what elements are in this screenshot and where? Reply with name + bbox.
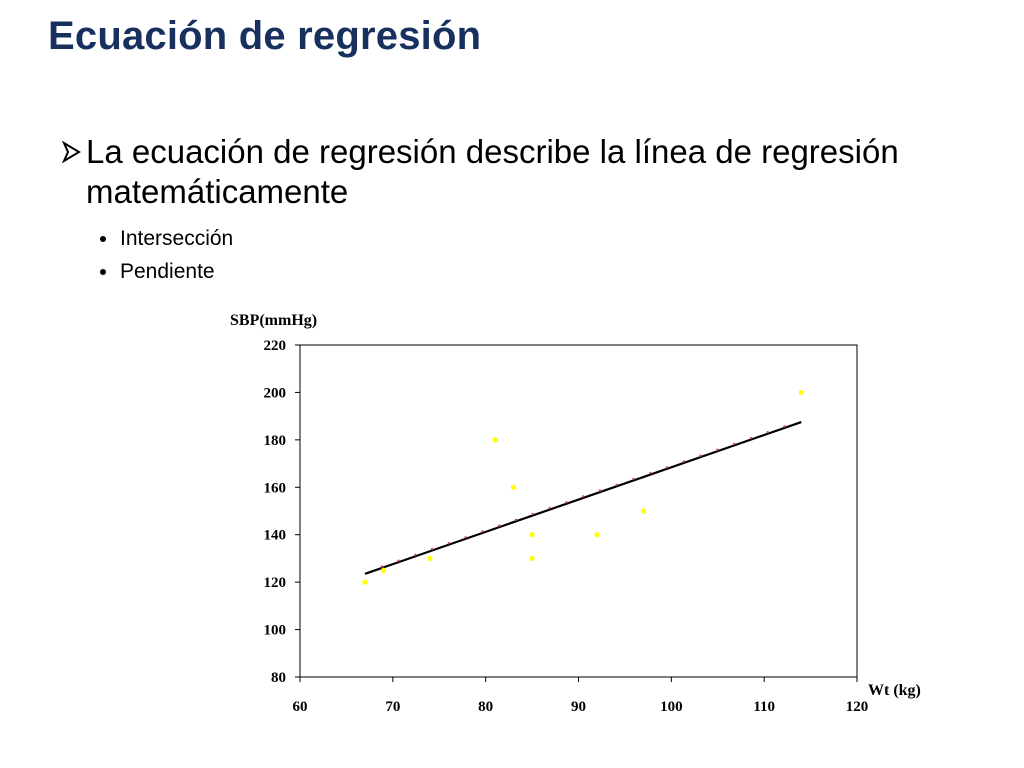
regression-line-marker: [565, 501, 568, 504]
x-axis-label: Wt (kg): [868, 682, 921, 699]
regression-line-marker: [682, 460, 686, 463]
regression-line: [364, 421, 802, 575]
regression-line-marker: [514, 518, 518, 522]
plot-area: [299, 344, 858, 678]
slide-title: Ecuación de regresión: [48, 14, 482, 58]
y-tick-label: 80: [271, 670, 286, 686]
regression-line-marker: [430, 547, 434, 551]
y-tick-label: 100: [264, 623, 287, 639]
data-point: [529, 532, 535, 538]
x-tick-label: 60: [293, 699, 308, 715]
data-points: [362, 389, 804, 585]
regression-line-marker: [598, 489, 602, 492]
y-tick-label: 180: [264, 433, 287, 449]
data-point: [510, 484, 517, 490]
regression-line-marker: [581, 495, 585, 498]
regression-line-group: [364, 421, 802, 575]
data-point: [529, 555, 535, 562]
regression-line-marker: [615, 483, 618, 486]
sub-bullet-item: Intersección: [100, 222, 233, 255]
regression-line-marker: [397, 559, 400, 562]
x-tick-label: 80: [478, 699, 493, 715]
x-tick-label: 90: [571, 699, 586, 715]
y-axis-label: SBP(mmHg): [230, 312, 317, 329]
regression-line-marker: [649, 471, 652, 475]
regression-line-marker: [665, 466, 669, 469]
regression-line-marker: [414, 553, 417, 557]
y-tick-label: 120: [264, 575, 287, 591]
data-point: [640, 508, 647, 514]
regression-line-marker: [531, 512, 534, 516]
regression-line-marker: [447, 541, 451, 545]
main-bullet-text: La ecuación de regresión describe la lín…: [86, 133, 899, 210]
data-point: [427, 555, 433, 562]
regression-line-marker: [464, 536, 467, 539]
x-tick-labels: 60 70 80 90 100 110 120: [293, 677, 869, 715]
y-tick-label: 160: [264, 480, 287, 496]
bullet-dot-icon: [100, 235, 106, 242]
y-tick-label: 220: [264, 338, 287, 354]
data-point: [362, 579, 368, 585]
x-tick-label: 70: [385, 699, 400, 715]
arrow-bullet-icon: [62, 132, 86, 172]
regression-line-marker: [716, 448, 719, 451]
sub-bullet-intersection: Intersección: [120, 227, 234, 250]
sub-bullet-item: Pendiente: [100, 255, 233, 288]
data-point: [492, 437, 498, 443]
sub-bullet-slope: Pendiente: [120, 260, 215, 283]
main-bullet: La ecuación de regresión describe la lín…: [62, 132, 962, 212]
data-point: [594, 532, 600, 538]
regression-line-marker: [783, 425, 786, 428]
y-tick-labels: 80 100 120 140 160 180 200 220: [264, 338, 300, 686]
regression-line-marker: [749, 436, 753, 440]
regression-line-marker: [548, 506, 551, 510]
regression-line-marker: [699, 454, 702, 457]
regression-line-marker: [380, 565, 383, 568]
regression-line-marker: [498, 524, 501, 527]
x-tick-label: 110: [753, 699, 775, 715]
y-tick-label: 140: [264, 528, 287, 544]
data-point: [798, 389, 804, 396]
regression-line-marker: [766, 431, 769, 434]
regression-line-marker: [481, 530, 484, 533]
bullet-dot-icon: [100, 268, 106, 275]
regression-line-marker: [632, 477, 635, 481]
data-point: [380, 567, 387, 573]
x-tick-label: 100: [660, 699, 683, 715]
regression-line-marker: [732, 442, 736, 446]
sub-bullet-list: Intersección Pendiente: [100, 222, 233, 288]
x-tick-label: 120: [846, 699, 869, 715]
y-tick-label: 200: [264, 385, 287, 401]
